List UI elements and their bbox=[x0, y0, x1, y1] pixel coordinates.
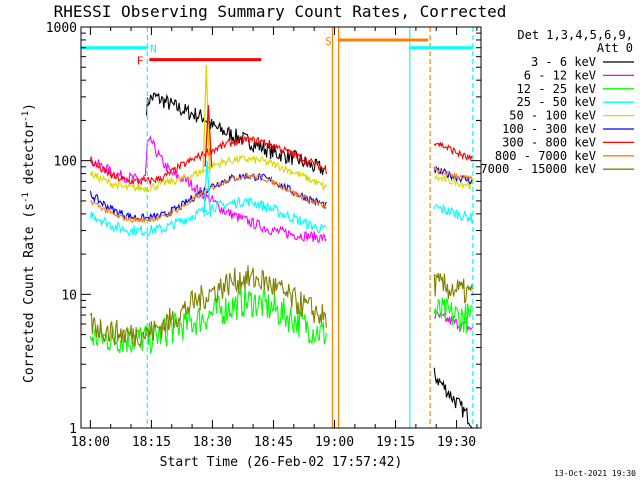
y-tick-label: 1000 bbox=[46, 21, 77, 36]
x-tick-label: 19:30 bbox=[437, 435, 476, 450]
series-late-12-25-kev bbox=[433, 297, 473, 334]
plot-flags-group: NF S bbox=[81, 27, 474, 428]
legend-title-line-2: Att 0 bbox=[597, 41, 633, 55]
x-tick-label: 18:45 bbox=[254, 435, 293, 450]
x-axis-label: Start Time (26-Feb-02 17:57:42) bbox=[160, 455, 403, 470]
y-tick-label: 1 bbox=[69, 422, 77, 437]
legend-title-line-1: Det 1,3,4,5,6,9, bbox=[517, 28, 633, 42]
series-6-12-kev bbox=[89, 135, 327, 244]
series-late-50-100-kev bbox=[433, 173, 474, 191]
x-tick-label: 19:00 bbox=[315, 435, 354, 450]
legend-label-7000-15000-kev: 7000 - 15000 keV bbox=[480, 162, 596, 176]
x-tick-label: 18:15 bbox=[132, 435, 171, 450]
chart-title: RHESSI Observing Summary Count Rates, Co… bbox=[54, 2, 507, 21]
legend-label-800-7000-kev: 800 - 7000 keV bbox=[495, 149, 596, 163]
x-tick-label: 18:00 bbox=[71, 435, 110, 450]
legend-label-6-12-kev: 6 - 12 keV bbox=[524, 68, 596, 82]
spike-300-800-kev bbox=[204, 105, 213, 167]
series-late-100-300-kev bbox=[433, 165, 474, 185]
legend-label-3-6-kev: 3 - 6 keV bbox=[531, 55, 596, 69]
legend-label-50-100-kev: 50 - 100 keV bbox=[509, 109, 596, 123]
series-25-50-kev bbox=[89, 196, 327, 238]
legend-label-25-50-kev: 25 - 50 keV bbox=[517, 95, 596, 109]
legend-label-300-800-kev: 300 - 800 keV bbox=[502, 135, 596, 149]
series-3-6-kev bbox=[145, 92, 327, 175]
series-late-300-800-kev bbox=[433, 142, 474, 162]
spike-25-50-kev bbox=[203, 160, 212, 217]
flag-label-s: S bbox=[325, 35, 332, 48]
series-late-800-7000-kev bbox=[433, 167, 474, 182]
y-axis-label: Corrected Count Rate (s-1 detector-1) bbox=[21, 103, 37, 383]
axis-ticks-group: 18:00 18:15 18:30 18:45 19:00 19:15 19:30 1 10 10… bbox=[46, 21, 481, 450]
y-tick-label: 10 bbox=[61, 288, 77, 303]
x-tick-label: 19:15 bbox=[376, 435, 415, 450]
series-7000-15000-kev bbox=[89, 265, 327, 349]
series-late-3-6-kev bbox=[433, 367, 473, 429]
series-late-25-50-kev bbox=[433, 203, 474, 224]
legend-label-12-25-kev: 12 - 25 keV bbox=[517, 82, 596, 96]
flag-label-f: F bbox=[137, 55, 144, 68]
plot-series-group bbox=[89, 64, 474, 429]
footer-date: 13-Oct-2021 19:30 bbox=[554, 469, 636, 478]
spike-50-100-kev bbox=[202, 64, 211, 174]
flag-label-n: N bbox=[150, 43, 157, 56]
series-12-25-kev bbox=[89, 286, 327, 354]
plot-frame bbox=[80, 26, 482, 429]
y-tick-label: 100 bbox=[54, 155, 77, 170]
legend-label-100-300-kev: 100 - 300 keV bbox=[502, 122, 596, 136]
series-late-7000-15000-kev bbox=[433, 272, 474, 304]
series-50-100-kev bbox=[89, 154, 327, 194]
x-tick-label: 18:30 bbox=[193, 435, 232, 450]
